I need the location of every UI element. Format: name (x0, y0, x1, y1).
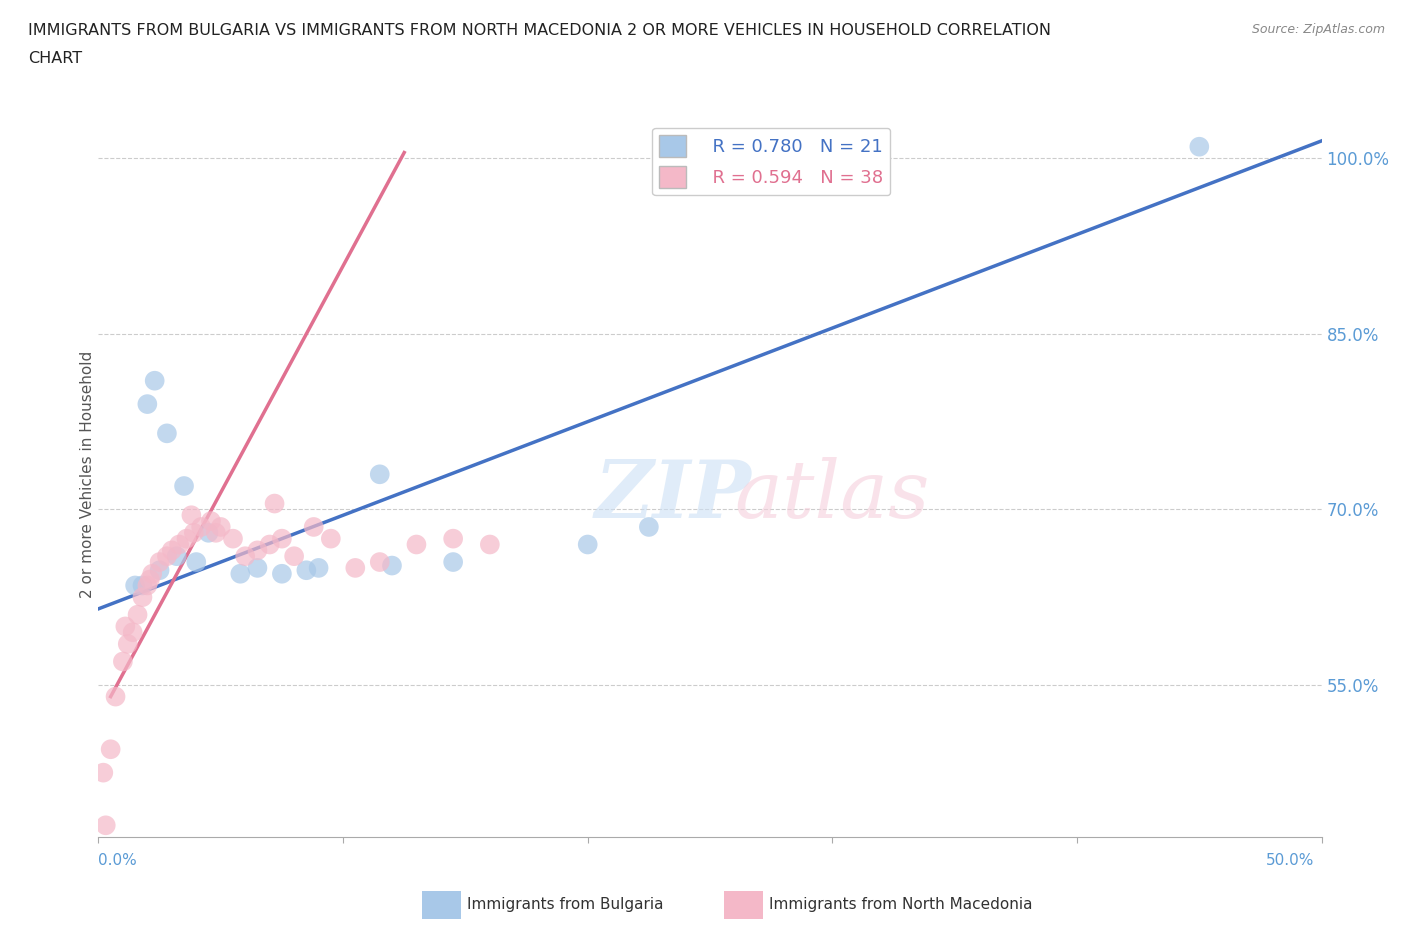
Point (111, 654, 134, 669)
Point (229, 566, 252, 581)
Point (638, 520, 661, 535)
Point (104, 689, 127, 704)
Point (136, 578, 159, 593)
Point (246, 561, 269, 576)
Point (131, 590, 153, 604)
Text: IMMIGRANTS FROM BULGARIA VS IMMIGRANTS FROM NORTH MACEDONIA 2 OR MORE VEHICLES I: IMMIGRANTS FROM BULGARIA VS IMMIGRANTS F… (28, 23, 1052, 38)
Point (117, 636, 139, 651)
Point (94, 817, 117, 832)
Point (209, 520, 232, 535)
Point (180, 508, 202, 523)
Point (124, 578, 146, 593)
Text: atlas: atlas (735, 458, 929, 535)
Point (368, 467, 391, 482)
Point (121, 625, 143, 640)
Point (405, 537, 427, 551)
Text: Immigrants from Bulgaria: Immigrants from Bulgaria (467, 897, 664, 912)
Point (270, 566, 294, 581)
Point (139, 572, 162, 587)
Point (190, 520, 212, 535)
Point (160, 543, 183, 558)
Point (205, 525, 228, 540)
Point (141, 566, 163, 581)
Point (308, 561, 330, 576)
Point (270, 531, 294, 546)
Point (283, 549, 305, 564)
Point (263, 496, 285, 511)
Point (183, 525, 205, 540)
Point (143, 373, 166, 388)
Point (441, 554, 464, 569)
Point (319, 531, 342, 546)
Point (91, 765, 114, 780)
Point (246, 543, 269, 558)
Point (131, 578, 153, 593)
Point (233, 549, 256, 564)
Point (1188, 140, 1211, 154)
Point (576, 537, 599, 551)
Point (259, 537, 281, 551)
Point (149, 563, 172, 578)
Point (368, 554, 391, 569)
Y-axis label: 2 or more Vehicles in Household: 2 or more Vehicles in Household (80, 351, 94, 598)
Point (114, 619, 136, 634)
Legend:   R = 0.780   N = 21,   R = 0.594   N = 38: R = 0.780 N = 21, R = 0.594 N = 38 (652, 128, 890, 195)
Text: 50.0%: 50.0% (1267, 853, 1315, 868)
Point (100, 742, 122, 757)
Text: Immigrants from North Macedonia: Immigrants from North Macedonia (769, 897, 1032, 912)
Point (167, 537, 190, 551)
Point (222, 531, 245, 546)
Point (441, 531, 464, 546)
Text: 0.0%: 0.0% (98, 853, 138, 868)
Point (197, 525, 219, 540)
Point (478, 537, 501, 551)
Point (302, 520, 325, 535)
Point (200, 513, 222, 528)
Point (176, 531, 198, 546)
Text: ZIP: ZIP (595, 458, 752, 535)
Point (166, 549, 188, 564)
Point (127, 607, 149, 622)
Point (295, 563, 318, 578)
Point (149, 554, 172, 569)
Point (186, 554, 208, 569)
Text: CHART: CHART (28, 51, 82, 66)
Point (136, 397, 159, 412)
Point (156, 426, 179, 441)
Point (381, 558, 404, 573)
Point (156, 549, 179, 564)
Point (344, 561, 367, 576)
Text: Source: ZipAtlas.com: Source: ZipAtlas.com (1251, 23, 1385, 36)
Point (173, 479, 195, 494)
